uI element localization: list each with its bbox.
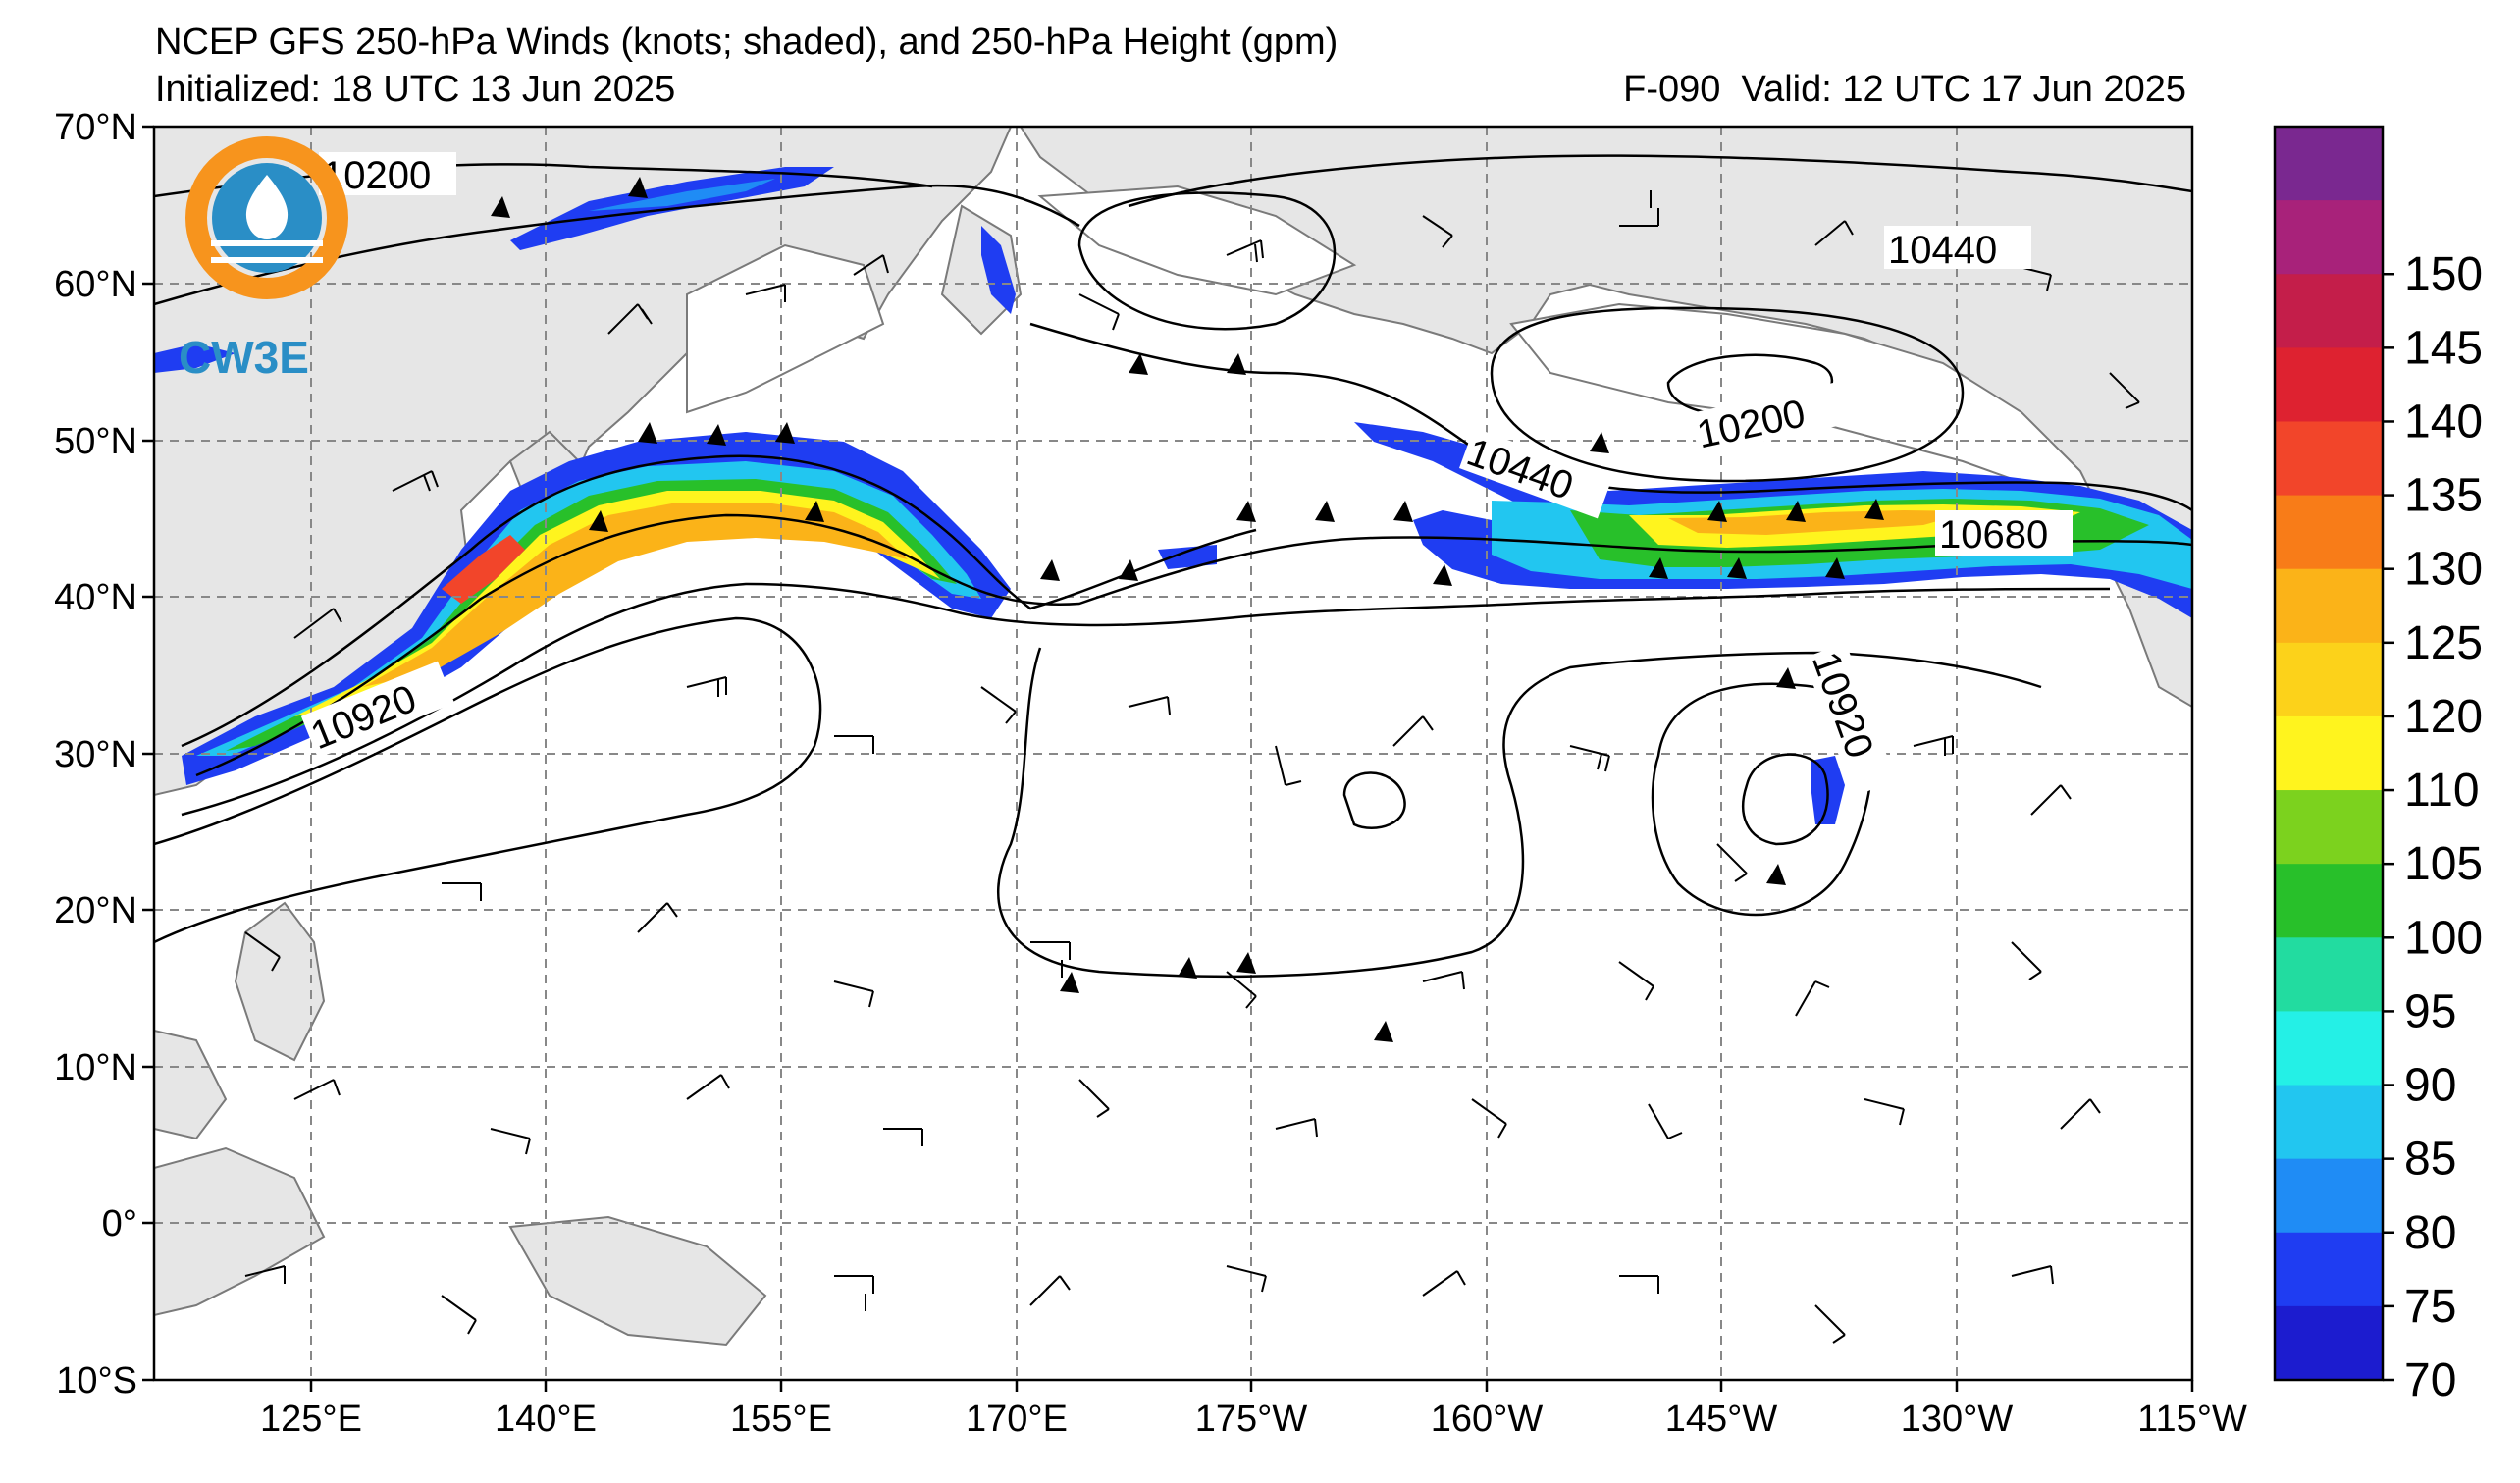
colorbar-tick-label: 100 — [2404, 912, 2483, 964]
logo-text: CW3E — [179, 332, 309, 383]
colorbar-swatch — [2275, 1232, 2383, 1307]
lon-label-155e: 155°E — [730, 1399, 832, 1440]
valid-time: F-090 Valid: 12 UTC 17 Jun 2025 — [1623, 69, 2186, 110]
jet-west-orange — [363, 503, 908, 687]
lat-label-70n: 70°N — [54, 107, 137, 148]
axis-ticks — [142, 125, 2194, 1392]
colorbar-tick-label: 75 — [2404, 1281, 2456, 1333]
lat-label-50n: 50°N — [54, 421, 137, 462]
bering-sea — [1037, 185, 1357, 296]
lat-label-10s: 10°S — [56, 1360, 137, 1402]
colorbar-border — [2273, 125, 2385, 1382]
colorbar-tick-label: 120 — [2404, 691, 2483, 743]
contour-10920-hawaii-east — [1651, 682, 1873, 917]
logo-ring-icon — [185, 136, 348, 299]
colorbar-tick-label: 95 — [2404, 985, 2456, 1037]
contour-gulf-low-outer — [1490, 306, 1965, 483]
colorbar-tick-label: 105 — [2404, 838, 2483, 890]
colorbar-swatch — [2275, 790, 2383, 865]
jet-west-red — [442, 535, 525, 604]
jet-east-orange — [1668, 510, 1972, 535]
colorbar-tick-label: 145 — [2404, 322, 2483, 374]
contour-10920-west — [154, 616, 822, 944]
colorbar-swatch — [2275, 864, 2383, 938]
colorbar-swatch — [2275, 1305, 2383, 1381]
colorbar-tick-label: 110 — [2404, 765, 2480, 817]
colorbar-tick-label: 125 — [2404, 617, 2483, 669]
colorbar-tick-label: 85 — [2404, 1134, 2456, 1186]
jet-bering — [981, 226, 1016, 314]
contour-label-10440-bering: 10440 — [1888, 229, 1997, 272]
colorbar-tick-label: 70 — [2404, 1354, 2456, 1406]
lon-label-140e: 140°E — [495, 1399, 597, 1440]
contour-central-high — [1342, 771, 1406, 829]
cw3e-logo: CW3E — [179, 136, 348, 383]
jet-okhotsk-cyan — [589, 179, 775, 211]
lat-label-60n: 60°N — [54, 264, 137, 305]
jet-sliver — [154, 344, 236, 373]
lon-label-170e: 170°E — [966, 1399, 1068, 1440]
lon-label-160w: 160°W — [1431, 1399, 1544, 1440]
lon-label-145w: 145°W — [1665, 1399, 1778, 1440]
colorbar-swatch — [2275, 642, 2383, 717]
colorbar-swatch — [2275, 274, 2383, 348]
lat-label-0: 0° — [102, 1203, 137, 1245]
colorbar-swatch — [2275, 568, 2383, 644]
contour-jet-west-north — [181, 454, 1257, 748]
colorbar-swatch — [2275, 421, 2383, 497]
lat-label-40n: 40°N — [54, 577, 137, 618]
colorbar-swatch — [2275, 937, 2383, 1012]
land-indonesia — [154, 1146, 326, 1317]
init-time: Initialized: 18 UTC 13 Jun 2025 — [155, 69, 676, 110]
colorbar-swatch — [2275, 1011, 2383, 1086]
colorbar-swatch — [2275, 495, 2383, 570]
colorbar-tick-label: 135 — [2404, 470, 2483, 522]
colorbar: 70 75 80 85 90 95 100 105 110 120 125 130 135 140 145 1… — [2273, 125, 2483, 1406]
contour-hawaii-east-inner — [1742, 753, 1829, 846]
colorbar-swatch — [2275, 200, 2383, 275]
colorbar-tick-label: 90 — [2404, 1060, 2456, 1112]
wind-barbs — [244, 190, 2140, 1344]
sea-okhotsk — [686, 243, 885, 414]
lat-label-10n: 10°N — [54, 1047, 137, 1088]
colorbar-swatch — [2275, 1085, 2383, 1160]
contour-jet-west-mid — [195, 513, 2192, 777]
land-new-guinea — [508, 1215, 767, 1347]
lon-label-125e: 125°E — [260, 1399, 362, 1440]
logo-droplet-icon — [245, 175, 289, 239]
map-title: NCEP GFS 250-hPa Winds (knots; shaded), … — [155, 22, 1339, 63]
colorbar-swatch — [2275, 347, 2383, 422]
lat-label-20n: 20°N — [54, 890, 137, 931]
contour-10440-bering-east — [1128, 154, 2192, 208]
colorbar-swatch — [2275, 1158, 2383, 1234]
contour-label-10680: 10680 — [1939, 513, 2048, 556]
contour-bering-low — [1077, 191, 1337, 331]
land-borneo — [154, 1029, 228, 1140]
lon-label-175w: 175°W — [1195, 1399, 1308, 1440]
colorbar-tick-label: 80 — [2404, 1207, 2456, 1259]
colorbar-tick-label: 130 — [2404, 544, 2483, 596]
lon-label-130w: 130°W — [1901, 1399, 2014, 1440]
colorbar-tick-label: 150 — [2404, 248, 2483, 300]
wind-pennants — [491, 177, 1884, 1042]
colorbar-tick-label: 140 — [2404, 396, 2483, 448]
lon-labels: 125°E 140°E 155°E 170°E 175°W 160°W 145°… — [260, 1399, 2247, 1440]
lat-label-30n: 30°N — [54, 734, 137, 775]
contour-jet-west-south — [181, 582, 2111, 817]
jet-blob-central — [1158, 545, 1217, 569]
lon-label-115w: 115°W — [2137, 1399, 2247, 1440]
lat-labels: 70°N 60°N 50°N 40°N 30°N 20°N 10°N 0° 10… — [54, 107, 137, 1402]
colorbar-swatch — [2275, 715, 2383, 791]
contour-10920-central — [997, 647, 2042, 979]
colorbar-swatch — [2275, 127, 2383, 201]
